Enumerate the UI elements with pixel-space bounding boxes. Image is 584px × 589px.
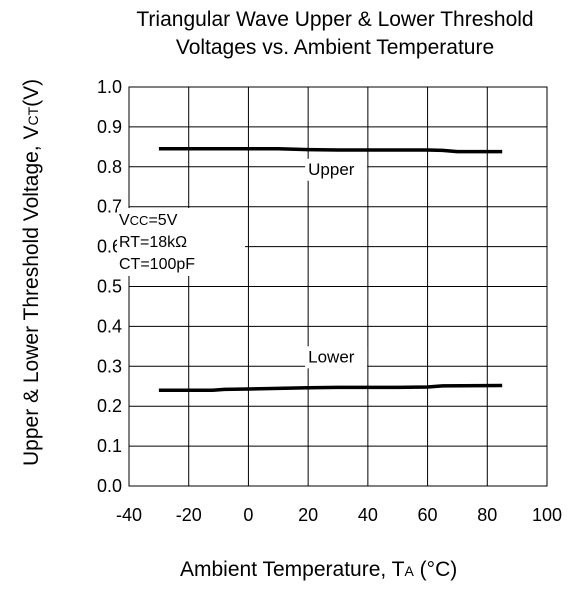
chart-title: Triangular Wave Upper & Lower Threshold … bbox=[90, 6, 580, 62]
y-tick-label-3: 0.3 bbox=[97, 356, 122, 376]
x-tick-label-3: 20 bbox=[298, 505, 318, 525]
y-tick-label-1: 0.1 bbox=[97, 436, 122, 456]
x-tick-labels: -40 -20 0 20 40 60 80 100 bbox=[116, 505, 562, 525]
y-tick-label-6: 0.6 bbox=[97, 237, 122, 257]
x-tick-label-6: 80 bbox=[477, 505, 497, 525]
x-tick-label-5: 60 bbox=[418, 505, 438, 525]
y-tick-label-4: 0.4 bbox=[97, 316, 122, 336]
series-label-upper: Upper bbox=[308, 160, 355, 179]
x-tick-label-0: -40 bbox=[116, 505, 142, 525]
conditions-annotation: VCC=5V RT=18kΩ CT=100pF bbox=[117, 208, 245, 276]
chart-title-line-2: Voltages vs. Ambient Temperature bbox=[175, 36, 495, 59]
y-tick-label-7: 0.7 bbox=[97, 197, 122, 217]
condition-vcc: VCC=5V bbox=[119, 212, 178, 229]
grid bbox=[128, 86, 548, 487]
x-tick-label-2: 0 bbox=[243, 505, 253, 525]
x-axis-label: Ambient Temperature, TA (°C) bbox=[180, 558, 457, 581]
y-tick-label-2: 0.2 bbox=[97, 396, 122, 416]
plot-frame bbox=[128, 86, 548, 487]
series-line-upper bbox=[158, 147, 503, 154]
series-layer: Upper Lower bbox=[158, 147, 503, 392]
series-line-lower bbox=[158, 383, 503, 392]
series-label-lower: Lower bbox=[308, 347, 355, 366]
y-tick-label-8: 0.8 bbox=[97, 157, 122, 177]
y-tick-label-10: 1.0 bbox=[97, 77, 122, 97]
x-tick-label-4: 40 bbox=[358, 505, 378, 525]
series-label-bg-lower bbox=[305, 346, 368, 369]
series-label-bg-upper bbox=[305, 158, 368, 181]
y-tick-label-9: 0.9 bbox=[97, 117, 122, 137]
x-tick-label-1: -20 bbox=[176, 505, 202, 525]
y-tick-label-5: 0.5 bbox=[97, 277, 122, 297]
condition-rt: RT=18kΩ bbox=[119, 234, 187, 251]
chart-title-line-1: Triangular Wave Upper & Lower Threshold bbox=[136, 8, 534, 31]
y-tick-label-0: 0.0 bbox=[97, 476, 122, 496]
y-tick-labels: 0.0 0.1 0.2 0.3 0.4 0.5 0.6 0.7 0.8 0.9 1.0 bbox=[97, 77, 122, 496]
conditions-background bbox=[117, 208, 245, 276]
y-axis-label: Upper & Lower Threshold Voltage, VCT(V) bbox=[20, 79, 43, 466]
x-tick-label-7: 100 bbox=[532, 505, 562, 525]
condition-ct: CT=100pF bbox=[119, 256, 195, 273]
